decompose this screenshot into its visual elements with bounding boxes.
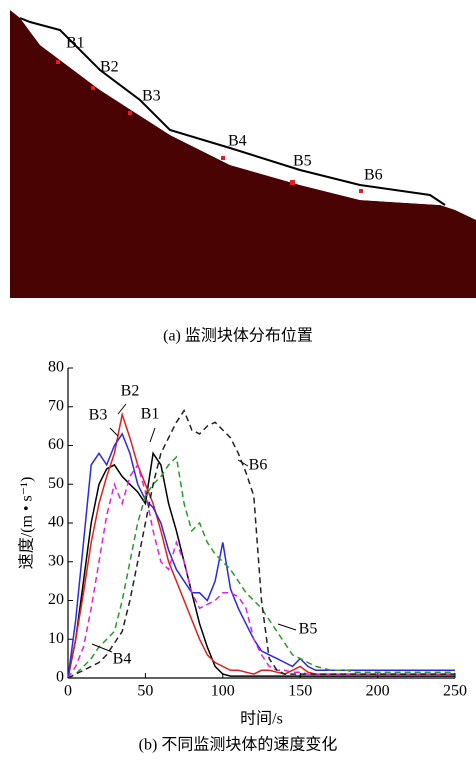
y-tick-label: 40 bbox=[48, 514, 64, 531]
figure: B1 B2 B3 B4 B5 B6 (a) 监测块体分布位置 (b) 不同监测块… bbox=[0, 0, 476, 765]
y-tick-label: 0 bbox=[56, 669, 64, 686]
block-label: B3 bbox=[142, 88, 161, 105]
block-label: B4 bbox=[228, 133, 247, 150]
series-label: B1 bbox=[141, 406, 160, 423]
series-line bbox=[68, 411, 455, 678]
y-tick-label: 80 bbox=[48, 359, 64, 376]
block-label: B2 bbox=[100, 59, 119, 76]
label-leader bbox=[92, 644, 112, 652]
caption: (a) 监测块体分布位置 bbox=[163, 327, 313, 345]
series-label: B3 bbox=[89, 407, 108, 424]
x-tick-label: 100 bbox=[211, 683, 235, 700]
x-axis-label: 时间/s bbox=[240, 710, 283, 728]
y-tick-label: 50 bbox=[48, 475, 64, 492]
y-tick-label: 30 bbox=[48, 552, 64, 569]
block-marker bbox=[56, 60, 60, 64]
label-leader bbox=[278, 624, 296, 630]
series-label: B5 bbox=[299, 621, 318, 638]
y-tick-label: 70 bbox=[48, 397, 64, 414]
block-marker bbox=[221, 156, 225, 160]
y-tick-label: 10 bbox=[48, 630, 64, 647]
block-label: B1 bbox=[66, 35, 85, 52]
y-tick-label: 20 bbox=[48, 591, 64, 608]
block-label: B6 bbox=[364, 167, 383, 184]
block-marker bbox=[290, 180, 295, 185]
x-tick-label: 250 bbox=[443, 683, 467, 700]
x-tick-label: 200 bbox=[366, 683, 390, 700]
block-marker bbox=[128, 111, 132, 115]
block-label: B5 bbox=[293, 153, 312, 170]
label-leader bbox=[110, 428, 118, 436]
series-line bbox=[68, 453, 455, 678]
series-line bbox=[68, 415, 455, 679]
x-tick-label: 50 bbox=[137, 683, 153, 700]
x-tick-label: 0 bbox=[64, 683, 72, 700]
series-line bbox=[68, 465, 455, 678]
block-marker bbox=[91, 86, 95, 90]
y-tick-label: 60 bbox=[48, 436, 64, 453]
block-marker bbox=[359, 189, 363, 193]
caption: (b) 不同监测块体的速度变化 bbox=[139, 736, 338, 754]
page: B1 B2 B3 B4 B5 B6 (a) 监测块体分布位置 (b) 不同监测块… bbox=[0, 0, 476, 765]
label-leader bbox=[150, 428, 155, 442]
series-label: B6 bbox=[249, 457, 268, 474]
x-tick-label: 150 bbox=[288, 683, 312, 700]
slope-diagram: B1 B2 B3 B4 B5 B6 bbox=[10, 10, 476, 298]
series-label: B2 bbox=[121, 383, 140, 400]
y-axis-label: 速度/(m • s⁻¹) bbox=[18, 477, 36, 570]
series-label: B4 bbox=[113, 651, 132, 668]
